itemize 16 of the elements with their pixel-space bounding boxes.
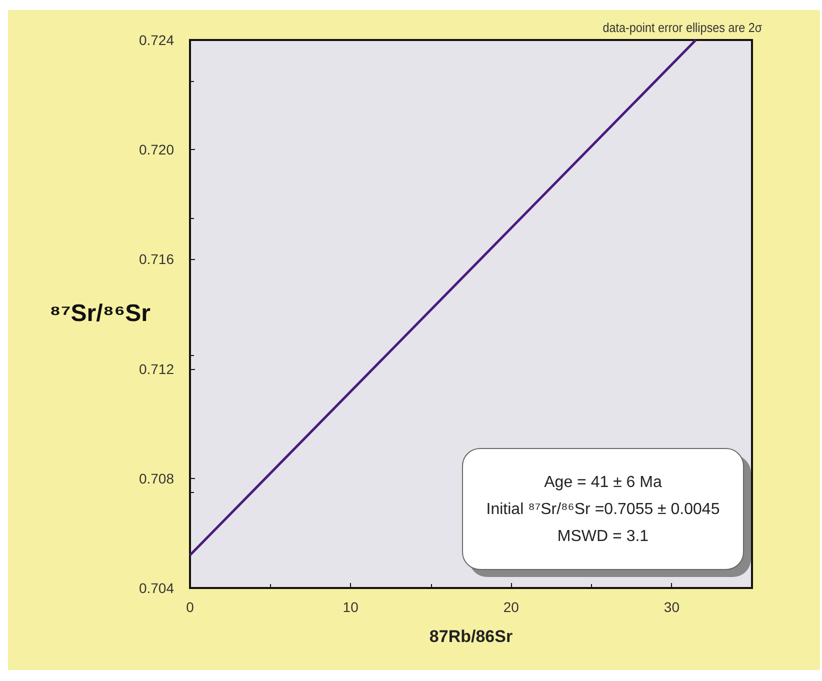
- y-tick-label: 0.720: [138, 142, 174, 158]
- y-tick-label: 0.724: [138, 32, 174, 48]
- x-tick-label: 10: [342, 599, 359, 615]
- annotation: MSWD = 3.1: [556, 526, 650, 546]
- y-tick-label: 0.712: [138, 360, 174, 377]
- y-axis-title: ⁸⁷Sr/⁸⁶Sr: [48, 300, 152, 328]
- y-tick-label: 0.716: [138, 251, 174, 268]
- text: data-point error ellipses are 2σ: [602, 20, 762, 35]
- x-axis-title: 87Rb/86Sr: [429, 627, 513, 646]
- x-tick-label: 20: [503, 599, 520, 615]
- x-tick-label: 0: [186, 599, 194, 615]
- annotation: Age = 41 ± 6 Ma: [543, 472, 663, 492]
- y-tick-label: 0.704: [138, 580, 174, 596]
- annotation: Initial ⁸⁷Sr/⁸⁶Sr =0.7055 ± 0.0045: [485, 500, 721, 520]
- x-tick-label: 30: [664, 599, 680, 615]
- y-tick-label: 0.708: [138, 470, 174, 486]
